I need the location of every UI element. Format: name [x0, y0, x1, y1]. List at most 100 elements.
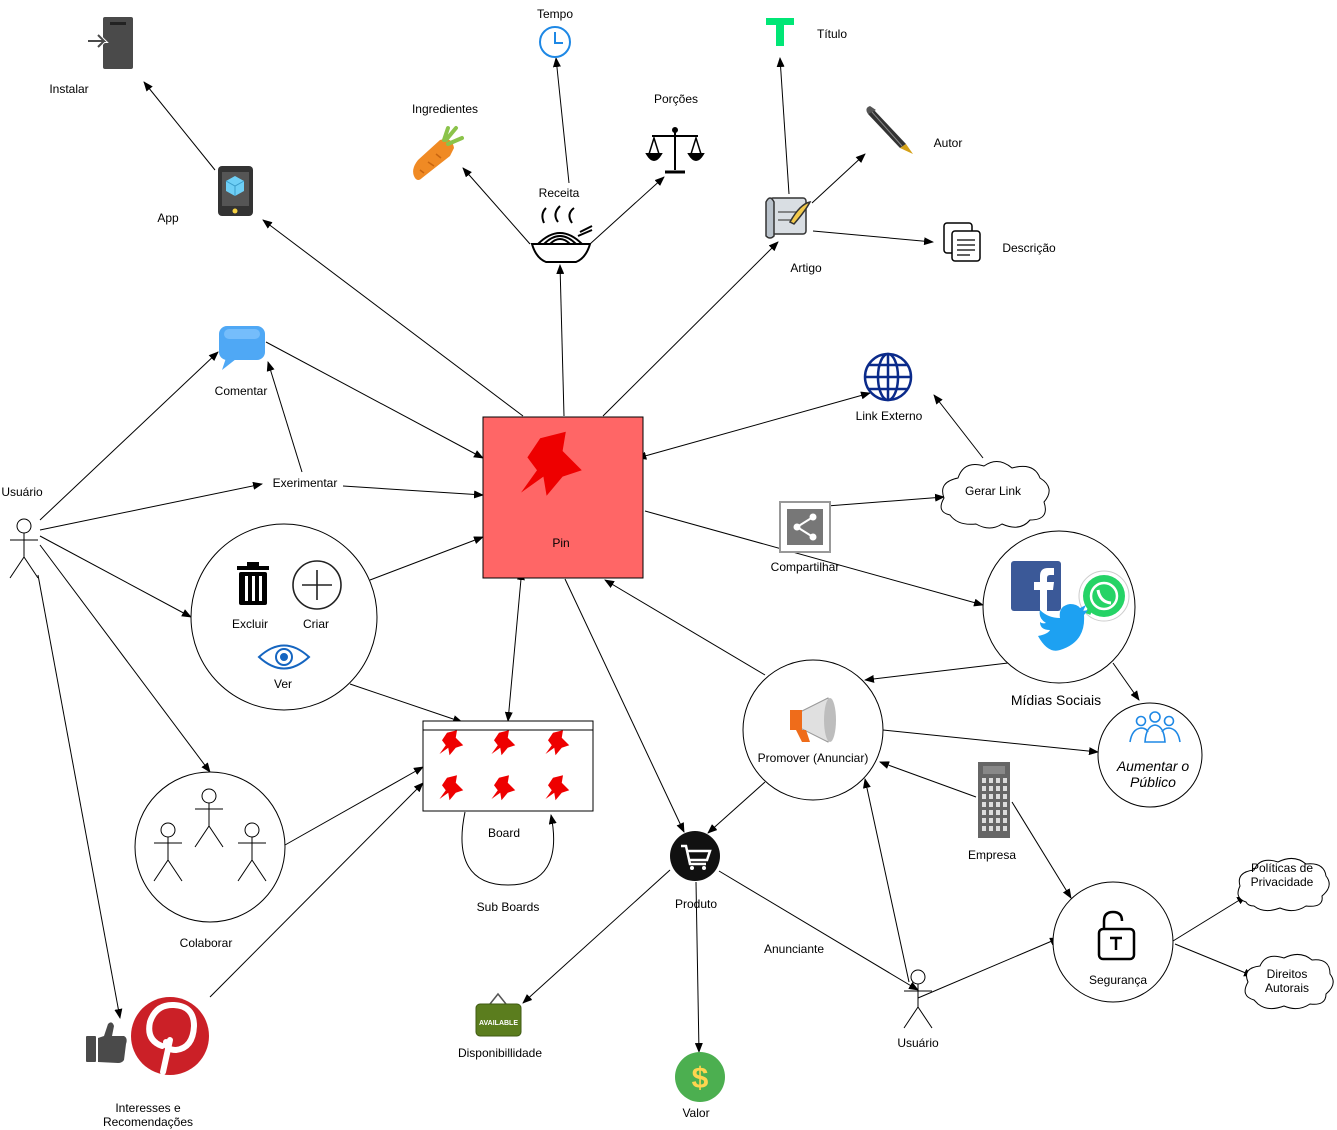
- building-window: [982, 794, 986, 799]
- facebook-icon: [1011, 561, 1061, 611]
- edge-midias-promover: [864, 662, 1009, 683]
- edge-user-exerimentar: [39, 481, 263, 531]
- dollar-icon: $: [675, 1052, 725, 1102]
- carrot-icon: [413, 126, 464, 180]
- edge-artigo-autor: [811, 153, 866, 204]
- document-copy-icon: [943, 222, 981, 262]
- scale-icon: [645, 127, 705, 174]
- edge-pin-artigo: [602, 241, 779, 417]
- building-window: [996, 778, 1000, 783]
- edge-usuario-promover: [862, 778, 910, 983]
- colaborar-label: Colaborar: [179, 936, 233, 950]
- board-label: Board: [487, 826, 521, 840]
- noodle-bowl-icon: [530, 205, 593, 263]
- edge-interesses-board: [209, 782, 424, 998]
- building-window: [982, 802, 986, 807]
- edge-seguranca-politicas: [1172, 895, 1247, 942]
- actor-usuario-left-icon: [9, 518, 39, 579]
- building-window: [996, 826, 1000, 831]
- pinterest-logo-icon: [131, 997, 209, 1075]
- edge-gerarlink-linkexterno: [933, 394, 984, 459]
- building-window: [982, 818, 986, 823]
- promover-label: Promover (Anunciar): [757, 751, 869, 765]
- disponibilidade-label: Disponibillidade: [457, 1046, 543, 1060]
- building-window: [996, 794, 1000, 799]
- gerar-link-cloud: [940, 461, 1050, 529]
- descricao-label: Descrição: [1002, 241, 1056, 255]
- compartilhar-label: Compartilhar: [770, 560, 840, 574]
- tempo-label: Tempo: [536, 7, 574, 21]
- direitos-cloud: [1244, 954, 1334, 1010]
- share-icon: [779, 501, 831, 553]
- building-window: [996, 818, 1000, 823]
- edge-empresa-seguranca: [1011, 801, 1072, 899]
- seguranca-circle: [1052, 881, 1174, 1003]
- actions-group-circle: [190, 523, 378, 711]
- titulo-label: Título: [816, 27, 848, 41]
- edge-produto-usuario: [718, 870, 919, 991]
- edge-pin-comentar: [222, 340, 523, 416]
- edge-empresa-promover: [879, 761, 977, 798]
- edge-compartilhar-gerarlink: [826, 493, 945, 507]
- audience-icon: [1129, 711, 1181, 743]
- politicas-label: Políticas de Privacidade: [1250, 861, 1314, 889]
- building-window: [996, 810, 1000, 815]
- building-window: [989, 810, 993, 815]
- whatsapp-icon: [1078, 570, 1130, 622]
- aumentar-publico-circle: [1097, 702, 1203, 808]
- dollar-sign-text: $: [692, 1062, 709, 1095]
- mobile-app-icon: [218, 166, 253, 216]
- building-window: [989, 802, 993, 807]
- unlock-icon: [1097, 910, 1136, 961]
- edge-colaborar-board: [284, 766, 424, 846]
- autor-label: Autor: [933, 136, 963, 150]
- edge-pin-app: [262, 219, 524, 417]
- building-window: [1003, 818, 1007, 823]
- edge-seguranca-direitos: [1174, 943, 1254, 977]
- instalar-label: Instalar: [49, 82, 89, 96]
- direitos-label: Direitos Autorais: [1264, 967, 1310, 995]
- edge-board-subboards: [461, 811, 557, 886]
- building-windows: [982, 778, 1007, 831]
- megaphone-icon: [790, 697, 836, 743]
- globe-icon: [863, 352, 913, 402]
- edge-promover-pin: [604, 579, 766, 676]
- building-window: [996, 802, 1000, 807]
- building-window: [989, 794, 993, 799]
- edge-receita-porcoes: [589, 176, 665, 245]
- edge-exerimentar-pin: [342, 485, 484, 499]
- edge-receita-ingredientes: [462, 167, 531, 245]
- available-sign-icon: AVAILABLE: [475, 992, 522, 1037]
- pen-author-icon: [866, 106, 913, 154]
- edge-artigo-titulo: [776, 57, 790, 195]
- building-window: [1003, 786, 1007, 791]
- edge-promover-produto: [707, 781, 766, 834]
- board-node: [422, 720, 594, 812]
- edge-midias-aumentar: [1112, 662, 1140, 701]
- edge-user-actions: [39, 535, 192, 618]
- usuario-right-label: Usuário: [897, 1036, 939, 1050]
- edge-artigo-descricao: [812, 230, 934, 246]
- edge-user-comentar: [39, 351, 219, 521]
- porcoes-label: Porções: [653, 92, 699, 106]
- colaborar-circle: [134, 771, 286, 923]
- pin-label: Pin: [552, 536, 570, 550]
- artigo-label: Artigo: [790, 261, 822, 275]
- building-window: [982, 778, 986, 783]
- gerar-link-label: Gerar Link: [964, 484, 1022, 498]
- cart-icon: [670, 831, 720, 881]
- edge-pin-produto: [564, 578, 685, 833]
- ingredientes-label: Ingredientes: [411, 102, 479, 116]
- ver-label: Ver: [273, 677, 293, 691]
- edge-pin-receita: [556, 264, 565, 417]
- politicas-cloud: [1237, 858, 1330, 912]
- edge-receita-tempo: [552, 57, 570, 184]
- connectors: [37, 57, 1254, 1053]
- edge-pin-midias: [644, 510, 984, 607]
- empresa-label: Empresa: [967, 848, 1017, 862]
- valor-label: Valor: [682, 1106, 710, 1120]
- scroll-quill-icon: [765, 197, 812, 239]
- produto-label: Produto: [674, 897, 718, 911]
- thumbs-up-icon: [86, 1022, 127, 1063]
